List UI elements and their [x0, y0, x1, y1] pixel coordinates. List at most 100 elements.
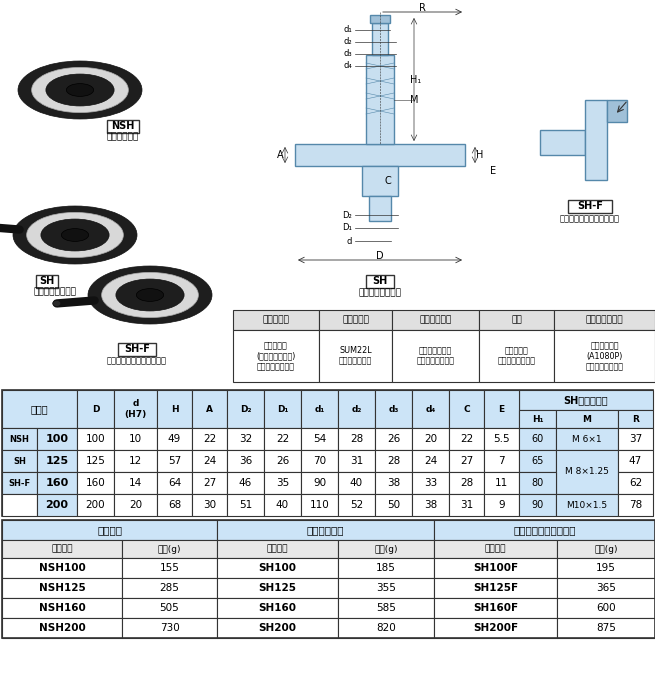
- Bar: [301, 494, 338, 516]
- Bar: [227, 472, 264, 494]
- Bar: [217, 618, 338, 638]
- Text: ボスキャップ: ボスキャップ: [419, 316, 452, 325]
- Bar: [370, 15, 390, 23]
- Bar: [554, 330, 655, 382]
- Bar: [295, 144, 465, 166]
- Text: 200: 200: [45, 500, 69, 510]
- Bar: [122, 598, 217, 618]
- Text: D₂: D₂: [343, 211, 352, 220]
- Bar: [557, 598, 655, 618]
- Text: 握り: 握り: [511, 316, 522, 325]
- Text: 54: 54: [313, 434, 326, 444]
- Text: 100: 100: [86, 434, 105, 444]
- Text: SH100F: SH100F: [473, 563, 518, 573]
- Bar: [412, 494, 449, 516]
- Text: 80: 80: [531, 478, 544, 488]
- Text: 160: 160: [86, 478, 105, 488]
- Bar: [484, 390, 519, 428]
- Text: SH: SH: [373, 276, 388, 286]
- Bar: [366, 55, 394, 144]
- Text: 27: 27: [460, 456, 473, 466]
- Text: 195: 195: [596, 563, 616, 573]
- Bar: [519, 494, 556, 516]
- Text: インサート: インサート: [342, 316, 369, 325]
- Bar: [107, 120, 139, 133]
- Bar: [122, 540, 217, 558]
- Text: d₃: d₃: [388, 405, 399, 414]
- Ellipse shape: [27, 212, 123, 258]
- Bar: [301, 450, 338, 472]
- Text: 57: 57: [168, 456, 181, 466]
- Text: 14: 14: [129, 478, 142, 488]
- Bar: [557, 540, 655, 558]
- Text: 64: 64: [168, 478, 181, 488]
- Bar: [114, 390, 157, 428]
- Bar: [449, 494, 484, 516]
- Text: 30: 30: [203, 500, 216, 510]
- Text: 27: 27: [203, 478, 216, 488]
- Bar: [77, 390, 114, 428]
- Text: R: R: [632, 414, 639, 424]
- Bar: [157, 472, 192, 494]
- Bar: [338, 428, 375, 450]
- Text: 質量(g): 質量(g): [594, 545, 618, 554]
- Text: 585: 585: [376, 603, 396, 613]
- Bar: [519, 390, 653, 410]
- Bar: [157, 428, 192, 450]
- Bar: [264, 450, 301, 472]
- Bar: [434, 558, 557, 578]
- Bar: [157, 450, 192, 472]
- Bar: [114, 450, 157, 472]
- Bar: [434, 618, 557, 638]
- Text: 37: 37: [629, 434, 642, 444]
- Text: 185: 185: [376, 563, 396, 573]
- Text: 40: 40: [350, 478, 363, 488]
- Bar: [375, 428, 412, 450]
- Text: M 6×1: M 6×1: [572, 435, 602, 444]
- Text: 875: 875: [596, 623, 616, 633]
- Ellipse shape: [136, 288, 164, 302]
- Bar: [2, 540, 122, 558]
- Text: SH160F: SH160F: [473, 603, 518, 613]
- Text: 品　　番: 品 番: [51, 545, 73, 554]
- Text: ポリアセタール
つや消しブラック: ポリアセタール つや消しブラック: [417, 346, 455, 365]
- Bar: [233, 330, 319, 382]
- Text: 質量(g): 質量(g): [374, 545, 398, 554]
- Text: 820: 820: [376, 623, 396, 633]
- Text: アルミプレート: アルミプレート: [586, 316, 624, 325]
- Bar: [192, 450, 227, 472]
- Bar: [434, 540, 557, 558]
- Bar: [392, 330, 479, 382]
- Text: NSH125: NSH125: [39, 583, 85, 593]
- Bar: [192, 390, 227, 428]
- Text: 730: 730: [160, 623, 179, 633]
- Text: 26: 26: [276, 456, 289, 466]
- Ellipse shape: [102, 272, 198, 318]
- Text: （回転握り付き）: （回転握り付き）: [33, 288, 77, 297]
- Text: SH200F: SH200F: [473, 623, 518, 633]
- Text: 40: 40: [276, 500, 289, 510]
- Text: 505: 505: [160, 603, 179, 613]
- Bar: [484, 472, 519, 494]
- Text: サイズ: サイズ: [31, 404, 48, 414]
- Bar: [412, 450, 449, 472]
- Text: 28: 28: [460, 478, 473, 488]
- Text: NSH: NSH: [10, 435, 29, 444]
- Text: 47: 47: [629, 456, 642, 466]
- Bar: [519, 450, 556, 472]
- Bar: [412, 428, 449, 450]
- Bar: [618, 410, 653, 428]
- Text: 26: 26: [387, 434, 400, 444]
- Text: SH100: SH100: [259, 563, 297, 573]
- Text: d: d: [346, 237, 352, 246]
- Text: d₂: d₂: [343, 38, 352, 46]
- Text: C: C: [463, 405, 470, 414]
- Text: 125: 125: [86, 456, 105, 466]
- Bar: [607, 100, 627, 122]
- Bar: [2, 618, 122, 638]
- Text: 78: 78: [629, 500, 642, 510]
- Text: 24: 24: [424, 456, 437, 466]
- Text: D: D: [376, 251, 384, 261]
- Bar: [618, 472, 653, 494]
- Text: 回転握り付き: 回転握り付き: [307, 525, 345, 535]
